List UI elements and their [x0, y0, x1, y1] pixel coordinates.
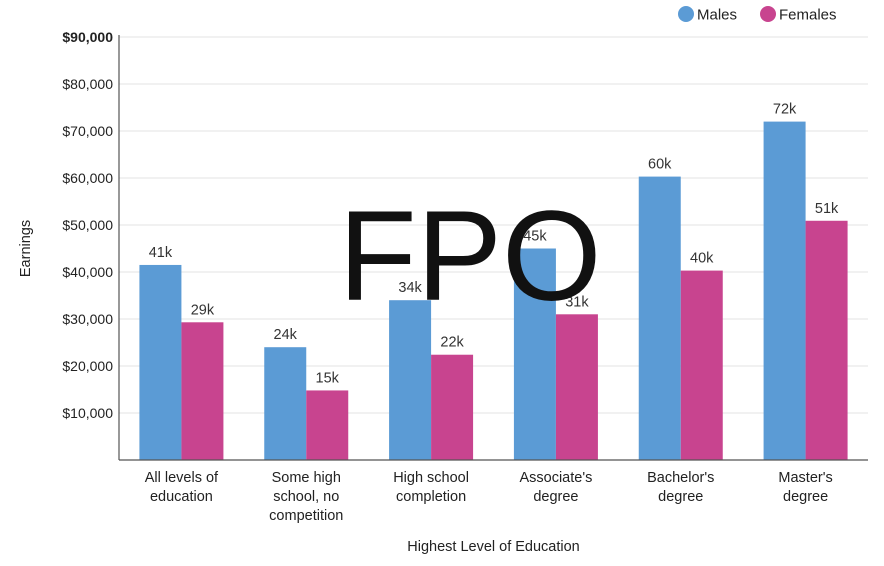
legend-label: Females — [779, 7, 837, 24]
legend-swatch — [760, 6, 776, 22]
bar-males — [139, 264, 182, 460]
legend-item-females[interactable]: Females — [760, 6, 837, 24]
y-tick-label: $50,000 — [62, 217, 113, 233]
bar-females — [431, 354, 474, 460]
legend-item-males[interactable]: Males — [678, 6, 737, 24]
data-label: 31k — [565, 294, 589, 310]
data-label: 24k — [274, 327, 298, 343]
bar-males — [389, 300, 432, 460]
y-tick-label: $70,000 — [62, 123, 113, 139]
bar-males — [763, 121, 806, 460]
legend[interactable]: Males Females — [678, 6, 837, 24]
bar-females — [181, 322, 224, 460]
y-axis-title: Earnings — [18, 220, 34, 277]
data-label: 51k — [815, 201, 839, 217]
y-tick-label: $30,000 — [62, 311, 113, 327]
bar-males — [513, 248, 556, 460]
y-tick-label: $80,000 — [62, 76, 113, 92]
y-tick-label: $40,000 — [62, 264, 113, 280]
bar-males — [638, 176, 681, 460]
bar-females — [555, 314, 598, 460]
x-category-label: Associate's degree — [519, 470, 592, 505]
grid-lines — [119, 36, 868, 414]
bar-females — [680, 270, 723, 460]
y-axis-ticks: $10,000 $20,000 $30,000 $40,000 $50,000 $60,0… — [62, 29, 113, 421]
data-label: 41k — [149, 245, 173, 261]
bar-males — [264, 347, 307, 460]
y-tick-label: $60,000 — [62, 170, 113, 186]
data-label: 40k — [690, 251, 714, 267]
y-tick-label: $20,000 — [62, 358, 113, 374]
y-tick-label: $10,000 — [62, 405, 113, 421]
x-category-label: All levels of education — [145, 470, 219, 505]
data-label: 15k — [316, 370, 340, 386]
bars — [139, 121, 848, 460]
fpo-watermark: FPO — [338, 185, 601, 328]
x-axis-title: Highest Level of Education — [407, 539, 580, 555]
x-axis-categories: All levels of education Some high school, n… — [145, 470, 833, 524]
bar-females — [805, 220, 848, 460]
x-category-label: Master's degree — [778, 470, 832, 505]
data-label: 29k — [191, 302, 215, 318]
bar-females — [306, 390, 349, 460]
x-category-label: Some high school, no competition — [269, 470, 343, 524]
x-category-label: High school completion — [393, 470, 469, 505]
data-label: 72k — [773, 102, 797, 118]
data-labels: 41k 29k 24k 15k 34k 22k 45k 31k 60k 40k 72k 51k — [149, 102, 839, 387]
data-label: 45k — [523, 229, 547, 245]
data-label: 34k — [398, 280, 422, 296]
data-label: 22k — [440, 335, 464, 351]
legend-label: Males — [697, 7, 737, 24]
legend-swatch — [678, 6, 694, 22]
x-category-label: Bachelor's degree — [647, 470, 714, 505]
y-tick-label: $90,000 — [62, 29, 113, 45]
data-label: 60k — [648, 157, 672, 173]
